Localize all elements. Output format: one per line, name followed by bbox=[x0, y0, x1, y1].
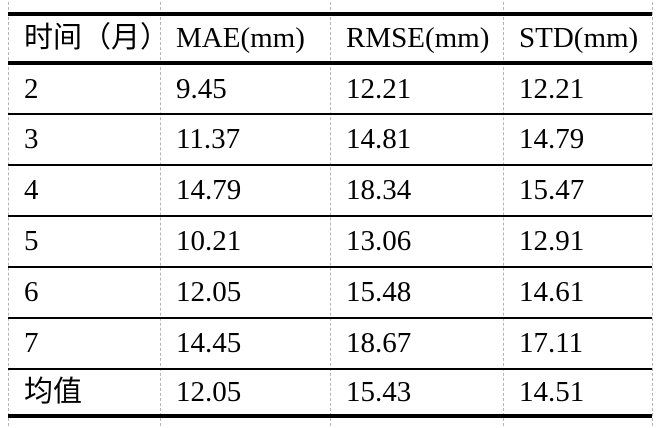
table-row: 2 9.45 12.21 12.21 bbox=[8, 63, 652, 114]
value-cell: 14.79 bbox=[519, 123, 585, 155]
value-cell: 12.21 bbox=[346, 72, 412, 105]
column-gridline bbox=[503, 2, 504, 426]
value-cell: 12.05 bbox=[176, 375, 242, 408]
column-header-rmse: RMSE(mm) bbox=[346, 22, 490, 54]
row-label-cell: 5 bbox=[24, 225, 39, 257]
row-label-cell: 7 bbox=[24, 327, 39, 359]
column-gridline bbox=[160, 2, 161, 426]
value-cell: 14.81 bbox=[346, 123, 412, 155]
column-header-time: 时间（月） bbox=[24, 22, 170, 54]
table-row: 7 14.45 18.67 17.11 bbox=[8, 318, 652, 369]
table-row: 3 11.37 14.81 14.79 bbox=[8, 114, 652, 165]
value-cell: 18.34 bbox=[346, 174, 412, 206]
header-row: 时间（月） MAE(mm) RMSE(mm) STD(mm) bbox=[8, 14, 652, 63]
table-body: 2 9.45 12.21 12.21 3 11.37 14.81 14.79 4 14.79 18.… bbox=[8, 63, 652, 416]
value-cell: 11.37 bbox=[176, 123, 241, 155]
row-label-cell: 均值 bbox=[24, 375, 83, 408]
value-cell: 9.45 bbox=[176, 72, 227, 105]
value-cell: 15.48 bbox=[346, 276, 412, 308]
value-cell: 15.43 bbox=[346, 375, 412, 408]
value-cell: 15.47 bbox=[519, 174, 585, 206]
table-row: 5 10.21 13.06 12.91 bbox=[8, 216, 652, 267]
value-cell: 17.11 bbox=[519, 327, 584, 359]
table-row: 4 14.79 18.34 15.47 bbox=[8, 165, 652, 216]
column-header-std: STD(mm) bbox=[519, 22, 639, 54]
row-label-cell: 6 bbox=[24, 276, 39, 308]
column-gridline bbox=[652, 2, 653, 426]
row-label-cell: 3 bbox=[24, 123, 39, 155]
value-cell: 14.51 bbox=[519, 375, 585, 408]
metrics-table: 时间（月） MAE(mm) RMSE(mm) STD(mm) 2 9.45 12.2… bbox=[8, 12, 652, 418]
value-cell: 14.79 bbox=[176, 174, 242, 206]
column-header-mae: MAE(mm) bbox=[176, 22, 305, 54]
value-cell: 13.06 bbox=[346, 225, 412, 257]
column-gridline bbox=[330, 2, 331, 426]
value-cell: 12.91 bbox=[519, 225, 585, 257]
value-cell: 10.21 bbox=[176, 225, 242, 257]
value-cell: 14.61 bbox=[519, 276, 585, 308]
value-cell: 14.45 bbox=[176, 327, 242, 359]
table-row: 均值 12.05 15.43 14.51 bbox=[8, 369, 652, 416]
table-row: 6 12.05 15.48 14.61 bbox=[8, 267, 652, 318]
column-gridline bbox=[8, 2, 9, 426]
row-label-cell: 2 bbox=[24, 72, 39, 105]
row-label-cell: 4 bbox=[24, 174, 39, 206]
value-cell: 12.21 bbox=[519, 72, 585, 105]
value-cell: 18.67 bbox=[346, 327, 412, 359]
value-cell: 12.05 bbox=[176, 276, 242, 308]
